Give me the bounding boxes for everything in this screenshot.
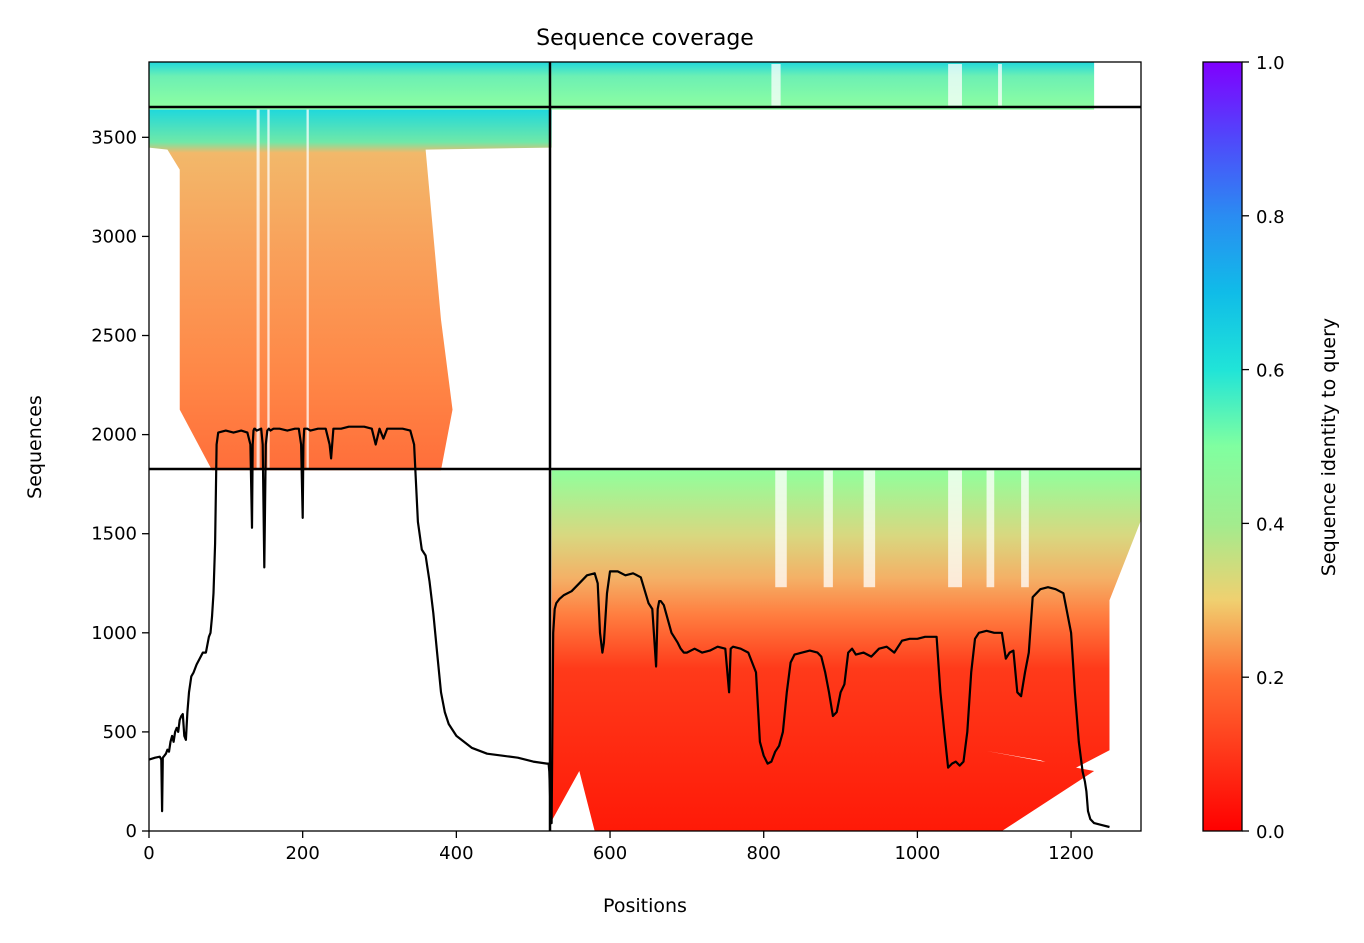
- x-tick-label: 800: [747, 843, 781, 864]
- coverage-gaps: [256, 63, 1029, 588]
- y-tick-label: 1000: [91, 623, 137, 644]
- colorbar-tick-label: 1.0: [1256, 53, 1285, 74]
- x-tick-label: 400: [439, 843, 473, 864]
- x-tick-label: 1000: [894, 843, 940, 864]
- chart-title: Sequence coverage: [536, 26, 754, 51]
- plot-frame: [148, 61, 1142, 832]
- gap-streak: [948, 63, 962, 106]
- gap-streak: [256, 109, 260, 471]
- gap-streak: [771, 63, 781, 106]
- heatmap-block-top-right: [551, 62, 1095, 110]
- gap-streak: [267, 109, 270, 471]
- y-axis: 0 500 1000 1500 2000 2500 3000 3500: [91, 127, 149, 842]
- gap-streak: [998, 63, 1002, 106]
- y-tick-label: 2000: [91, 425, 137, 446]
- colorbar-ticks: 0.0 0.2 0.4 0.6 0.8 1.0: [1242, 53, 1285, 843]
- heatmap-block-top-left: [149, 62, 552, 110]
- colorbar-label: Sequence identity to query: [1318, 318, 1340, 576]
- colorbar-tick-label: 0.0: [1256, 822, 1285, 843]
- gap-streak: [775, 470, 787, 588]
- colorbar-tick-label: 0.8: [1256, 207, 1285, 228]
- gap-streak: [948, 470, 962, 588]
- heatmap-block-bottom-right: [551, 470, 1141, 831]
- gap-streak: [306, 109, 309, 471]
- x-axis: 0 200 400 600 800 1000 1200: [143, 831, 1094, 864]
- x-tick-label: 1200: [1048, 843, 1094, 864]
- coverage-heatmap: [149, 62, 1141, 831]
- gap-streak: [863, 470, 876, 588]
- gap-streak: [986, 470, 995, 588]
- coverage-line: [148, 425, 1110, 829]
- x-axis-label: Positions: [603, 895, 687, 917]
- y-axis-label: Sequences: [24, 395, 46, 499]
- colorbar-tick-label: 0.4: [1256, 514, 1285, 535]
- x-tick-label: 600: [593, 843, 627, 864]
- colorbar-tick-label: 0.6: [1256, 361, 1285, 382]
- colorbar: [1202, 61, 1243, 832]
- y-tick-label: 2500: [91, 326, 137, 347]
- colorbar-tick-label: 0.2: [1256, 668, 1285, 689]
- gap-streak: [1021, 470, 1029, 588]
- gap-streak: [823, 470, 833, 588]
- x-tick-label: 200: [285, 843, 319, 864]
- heatmap-block-middle-left: [149, 109, 552, 471]
- x-tick-label: 0: [143, 843, 154, 864]
- y-tick-label: 500: [103, 722, 137, 743]
- y-tick-label: 0: [126, 821, 137, 842]
- y-tick-label: 1500: [91, 524, 137, 545]
- y-tick-label: 3500: [91, 127, 137, 148]
- y-tick-label: 3000: [91, 226, 137, 247]
